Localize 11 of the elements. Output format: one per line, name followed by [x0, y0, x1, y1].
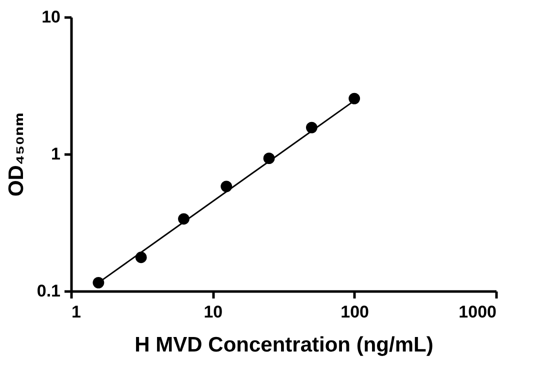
y-tick-label: 1 — [51, 144, 60, 164]
y-axis-title: OD₄₅₀ₙₘ — [4, 112, 28, 197]
y-tick-label: 10 — [42, 8, 60, 26]
point — [92, 276, 104, 288]
x-tick-label: 1000 — [458, 302, 496, 322]
x-tick-label: 10 — [204, 302, 223, 322]
x-axis-title: H MVD Concentration (ng/mL) — [134, 334, 434, 356]
y-tick-label: 0.1 — [36, 282, 60, 300]
point — [348, 92, 360, 104]
x-tick-label: 100 — [340, 302, 370, 322]
x-tick-label: 1 — [72, 302, 81, 322]
